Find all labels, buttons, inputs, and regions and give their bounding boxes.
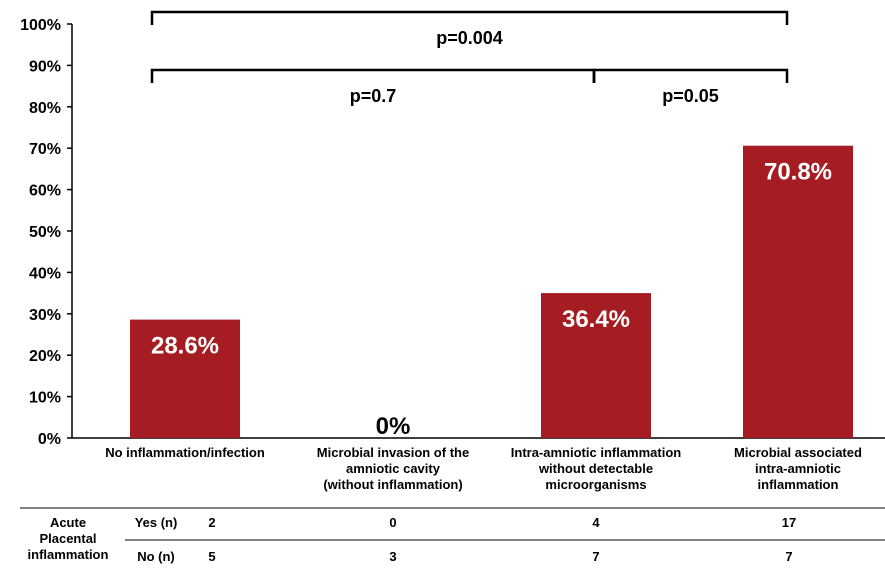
bar-value-label: 0%	[376, 413, 411, 440]
y-tick-label: 0%	[38, 431, 61, 448]
p-value-label: p=0.05	[662, 86, 719, 106]
significance-bracket	[150, 10, 789, 25]
p-value-label: p=0.004	[436, 28, 503, 48]
table-row-label: Yes (n)	[135, 515, 178, 530]
bar	[743, 145, 853, 438]
x-category-label: intra-amniotic	[755, 461, 841, 476]
bar	[130, 319, 240, 438]
y-tick-label: 50%	[29, 224, 61, 241]
significance-bracket	[592, 68, 789, 83]
x-category-label: Microbial invasion of the	[317, 445, 469, 460]
table-cell: 7	[785, 549, 792, 564]
y-tick-label: 90%	[29, 58, 61, 75]
p-value-label: p=0.7	[350, 86, 397, 106]
table-group-label: Placental	[39, 531, 96, 546]
table-cell: 0	[389, 515, 396, 530]
x-category-label: (without inflammation)	[323, 477, 462, 492]
x-category-label: without detectable	[538, 461, 653, 476]
y-tick-label: 20%	[29, 348, 61, 365]
y-tick-label: 10%	[29, 390, 61, 407]
table-group-label: inflammation	[28, 547, 109, 562]
y-tick-label: 60%	[29, 183, 61, 200]
table-cell: 5	[208, 549, 215, 564]
y-tick-label: 100%	[20, 17, 61, 34]
bar-value-label: 28.6%	[151, 333, 219, 360]
table-group-label: Acute	[50, 515, 86, 530]
table-cell: 17	[782, 515, 796, 530]
x-category-label: amniotic cavity	[346, 461, 441, 476]
table-cell: 3	[389, 549, 396, 564]
table-row-label: No (n)	[137, 549, 175, 564]
bar-value-label: 70.8%	[764, 159, 832, 186]
table-cell: 2	[208, 515, 215, 530]
x-category-label: microorganisms	[545, 477, 646, 492]
significance-bracket	[150, 68, 596, 83]
x-category-label: inflammation	[758, 477, 839, 492]
y-tick-label: 70%	[29, 141, 61, 158]
table-cell: 4	[592, 515, 600, 530]
x-category-label: Intra-amniotic inflammation	[511, 445, 682, 460]
y-tick-label: 40%	[29, 265, 61, 282]
y-tick-label: 30%	[29, 307, 61, 324]
bar	[541, 293, 651, 438]
bar-value-label: 36.4%	[562, 306, 630, 333]
x-category-label: Microbial associated	[734, 445, 862, 460]
x-category-label: No inflammation/infection	[105, 445, 265, 460]
y-tick-label: 80%	[29, 100, 61, 117]
table-cell: 7	[592, 549, 599, 564]
